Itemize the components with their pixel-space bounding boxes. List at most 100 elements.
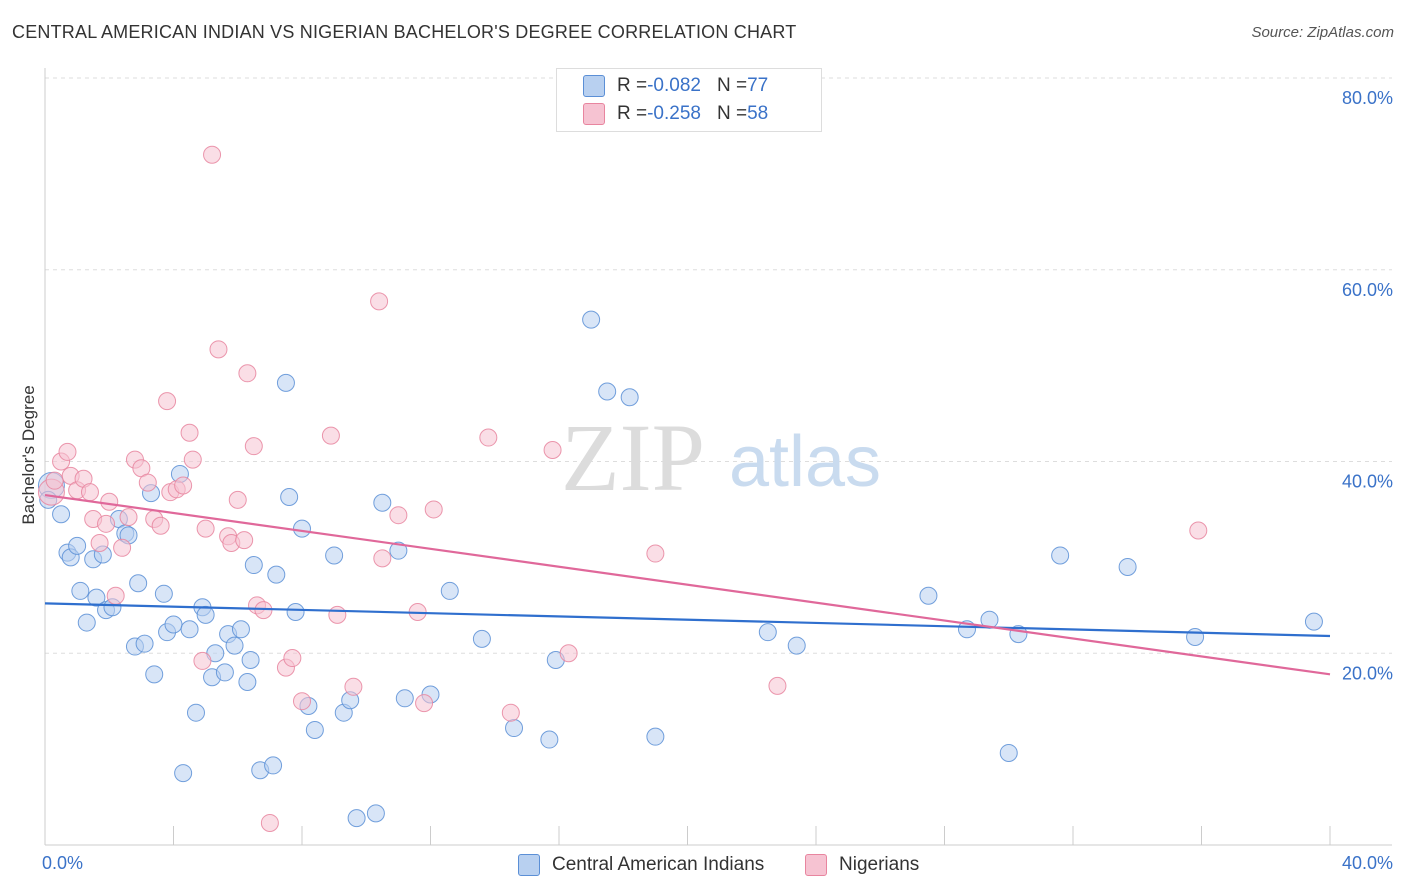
data-point [328,605,347,624]
data-point [77,613,96,632]
n-value: 77 [747,75,769,96]
watermark-zip: ZIP [561,404,705,511]
y-tick-label: 80.0% [1342,88,1393,108]
data-point [758,623,777,642]
data-point [209,340,228,359]
data-point [479,428,498,447]
data-point [919,586,938,605]
data-point [325,546,344,565]
chart-title: CENTRAL AMERICAN INDIAN VS NIGERIAN BACH… [12,22,797,42]
data-point [440,581,459,600]
data-point [180,423,199,442]
data-point [196,605,215,624]
data-point [646,727,665,746]
r-value: -0.082 [647,75,701,96]
data-point [305,720,324,739]
data-point [145,665,164,684]
x-tick-label: 0.0% [42,853,83,873]
data-point [235,531,254,550]
trend-line-nigerians [44,493,1331,676]
data-point [347,809,366,828]
data-point [505,719,524,738]
y-tick-label: 60.0% [1342,280,1393,300]
data-point [582,310,601,329]
data-point [119,508,138,527]
legend-swatch-pink [805,854,827,876]
data-point [1189,521,1208,540]
gridlines [45,77,1392,654]
n-label: N = [716,75,748,96]
data-point [180,620,199,639]
data-point [164,615,183,634]
legend-item-nigerians: Nigerians [805,852,919,878]
data-point [174,764,193,783]
data-point [196,519,215,538]
data-point [280,487,299,506]
data-point [151,516,170,535]
data-point [344,677,363,696]
data-point [321,426,340,445]
legend-swatch-blue [583,75,605,97]
data-point [768,676,787,695]
data-point [260,813,279,832]
data-point [113,538,132,557]
chart-source: Source: ZipAtlas.com [1251,24,1394,41]
y-tick-label: 40.0% [1342,472,1393,492]
data-point [129,574,148,593]
data-point [241,650,260,669]
data-point [293,692,311,711]
data-point [1186,627,1205,646]
data-point [138,473,157,492]
x-tick-label: 40.0% [1342,853,1393,873]
data-point [238,364,257,383]
data-point [71,581,90,600]
data-point [238,673,257,692]
data-point [1051,546,1070,565]
data-point [231,620,250,639]
data-point [45,471,64,490]
data-point [203,145,222,164]
legend-label: Central American Indians [552,854,765,875]
data-point [620,388,639,407]
data-point [366,804,385,823]
n-label: N = [716,103,748,124]
data-point [244,437,263,456]
data-point [787,636,806,655]
data-point [646,544,665,563]
data-point [244,556,263,575]
data-point [283,649,302,668]
data-point [158,392,177,411]
data-point [424,500,443,519]
series-nigerians [37,145,1208,832]
data-point [286,603,305,622]
data-point [228,490,247,509]
axes [44,68,1392,846]
stats-row-nigerians: R = -0.258 N = 58 [583,101,768,127]
data-point [415,694,434,713]
data-point [154,584,173,603]
data-point [183,450,202,469]
watermark-atlas: atlas [729,422,881,502]
r-label: R = [617,103,648,124]
y-tick-label: 20.0% [1342,663,1393,683]
data-point [598,382,617,401]
data-point [186,703,205,722]
data-point [293,519,311,538]
data-point [276,373,295,392]
legend-swatch-blue [518,854,540,876]
legend-label: Nigerians [839,854,920,875]
stats-legend: R = -0.082 N = 77 R = -0.258 N = 58 [556,68,822,132]
data-point [501,703,520,722]
n-value: 58 [747,103,769,124]
r-value: -0.258 [647,103,701,124]
data-point [174,476,193,495]
data-point [389,541,408,560]
trend-line-central-american-indians [44,602,1331,638]
data-point [193,651,212,670]
data-point [52,505,71,524]
data-point [540,730,559,749]
data-point [1118,557,1137,576]
legend-swatch-pink [583,103,605,125]
data-point [90,533,109,552]
